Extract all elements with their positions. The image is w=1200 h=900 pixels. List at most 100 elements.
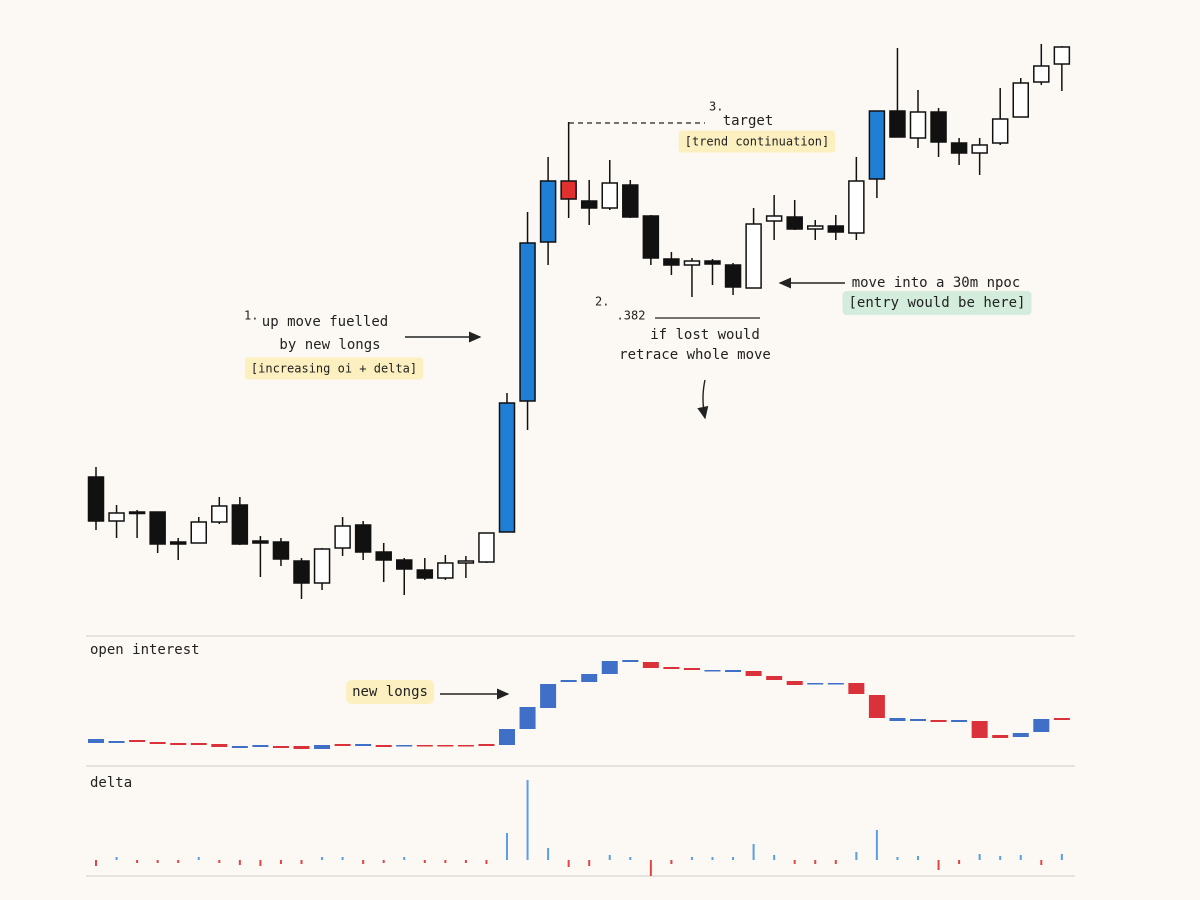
candle-body (190, 521, 207, 544)
oi-bar (211, 744, 228, 747)
delta-bar (608, 855, 611, 860)
delta-bar (218, 860, 221, 863)
candle-body (745, 223, 762, 289)
oi-bar (725, 670, 742, 672)
delta-bar (793, 860, 796, 864)
oi-bar (581, 674, 598, 682)
candle-body (1033, 65, 1050, 83)
delta-bar (937, 860, 940, 870)
candle-body (724, 264, 742, 288)
panel-title: delta (90, 775, 132, 791)
delta-bar (834, 860, 837, 864)
delta-bar (567, 860, 570, 867)
oi-bar (930, 720, 947, 722)
candle-body (909, 111, 927, 139)
delta-bar (464, 860, 467, 863)
oi-bar (622, 660, 639, 662)
candle-body (786, 216, 803, 230)
delta-bar (814, 860, 817, 864)
candle-body (272, 541, 290, 560)
candle-body (231, 504, 249, 545)
highlight (842, 291, 1032, 315)
candle-body (293, 560, 310, 584)
annotation: target (723, 113, 774, 129)
candle-body (354, 524, 372, 553)
oi-bar (868, 695, 885, 718)
delta-bar (444, 860, 447, 863)
oi-bar (601, 661, 618, 674)
oi-bar (314, 745, 331, 749)
candle-body (889, 110, 906, 138)
annotation: if lost would (650, 327, 760, 343)
candle-body (950, 142, 968, 154)
annotation: [trend continuation] (685, 135, 830, 149)
delta-bar (95, 860, 97, 866)
delta-bar (917, 856, 919, 860)
delta-bar (197, 857, 200, 860)
oi-bar (951, 720, 968, 722)
delta-bar (382, 860, 385, 863)
oi-bar (231, 746, 248, 748)
candle-body (437, 562, 454, 579)
delta-bar (999, 856, 1002, 860)
oi-bar (478, 744, 495, 746)
annotation: new longs (352, 684, 428, 700)
annotation: 1. (244, 309, 258, 323)
candle-body (622, 184, 639, 218)
annotation: .382 (617, 309, 646, 323)
delta-bar (1040, 860, 1043, 865)
annotation: move into a 30m npoc (852, 275, 1021, 291)
candle-body (663, 258, 680, 266)
delta-bar (259, 860, 262, 866)
delta-bar (526, 780, 529, 860)
oi-bar (396, 745, 413, 747)
delta-bar (177, 860, 180, 863)
delta-bar (341, 857, 344, 860)
oi-bar (560, 680, 577, 682)
annotation: 3. (709, 100, 723, 114)
delta-bar (629, 857, 632, 860)
candle-body (930, 111, 947, 143)
oi-bar (992, 735, 1009, 738)
candle-body (683, 260, 701, 266)
oi-bar (252, 745, 269, 747)
oi-bar (1012, 733, 1029, 737)
oi-bar (704, 670, 721, 672)
oi-bar (88, 739, 104, 743)
delta-bar (300, 860, 303, 864)
candle-body (128, 511, 146, 515)
delta-bar (773, 855, 776, 860)
candle-body (827, 225, 845, 233)
oi-bar (499, 729, 515, 745)
candle-body (478, 532, 495, 563)
delta-bar (547, 848, 550, 860)
delta-bar (732, 857, 735, 860)
delta-bar (711, 857, 714, 860)
oi-bar (683, 668, 700, 670)
candle-body (539, 180, 557, 243)
candle-body (848, 180, 865, 234)
candle-body (704, 260, 721, 265)
delta-bar (1060, 854, 1063, 860)
oi-bar (1053, 718, 1070, 720)
highlight (678, 130, 836, 153)
candle-body (868, 110, 886, 180)
oi-bar (848, 683, 865, 694)
delta-bar (136, 860, 139, 863)
delta-bar (670, 860, 673, 864)
oi-bar (190, 743, 207, 745)
oi-bar (437, 745, 454, 747)
annotation: by new longs (279, 337, 380, 353)
candle-body (601, 182, 618, 209)
oi-bar (766, 676, 783, 680)
oi-bar (129, 740, 146, 742)
candle-body (991, 118, 1009, 144)
delta-bar (855, 852, 858, 860)
oi-bar (827, 683, 844, 685)
candle-body (416, 569, 434, 579)
candle-body (498, 402, 516, 533)
delta-bar (279, 860, 282, 864)
delta-bar (752, 844, 755, 860)
oi-bar (375, 745, 392, 747)
